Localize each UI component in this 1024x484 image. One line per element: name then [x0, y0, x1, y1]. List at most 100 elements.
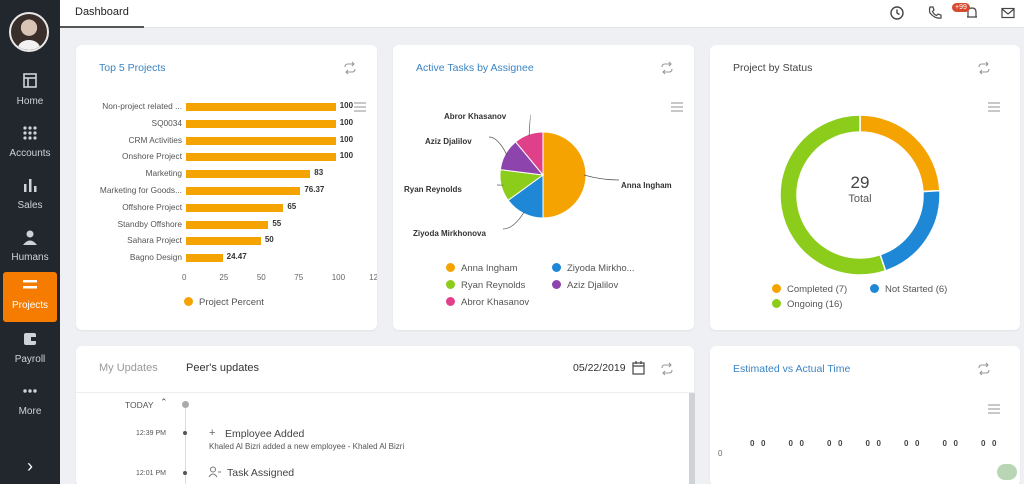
legend-label: Ziyoda Mirkho...	[567, 263, 635, 274]
calendar-icon[interactable]	[632, 361, 645, 375]
pie-slice-label: Anna Ingham	[621, 181, 672, 190]
legend-dot	[446, 297, 455, 306]
legend-item[interactable]: Ongoing (16)	[772, 299, 842, 310]
date-picker[interactable]: 05/22/2019	[573, 362, 626, 374]
bar-category-label: Non-project related ...	[102, 101, 182, 111]
legend-item[interactable]: Abror Khasanov	[446, 297, 529, 308]
timeline-dot	[183, 471, 187, 475]
sidebar-item-label: Accounts	[9, 148, 51, 159]
card-title: Top 5 Projects	[99, 62, 166, 74]
x-tick-label: 75	[294, 273, 304, 282]
bar[interactable]	[186, 136, 336, 145]
phone-icon[interactable]	[927, 5, 943, 21]
update-desc: Khaled Al Bizri added a new employee - K…	[209, 442, 405, 451]
refresh-icon[interactable]	[343, 61, 357, 75]
pie-slice[interactable]	[514, 131, 544, 177]
sidebar-item-label: More	[18, 406, 42, 417]
tab-peers-updates[interactable]: Peer's updates	[186, 362, 260, 374]
sidebar-item-humans[interactable]: Humans	[0, 224, 60, 274]
refresh-icon[interactable]	[977, 362, 991, 376]
bar-value-label: 100	[339, 151, 354, 161]
chat-icon[interactable]	[997, 464, 1017, 480]
refresh-icon[interactable]	[660, 362, 674, 376]
home-icon	[23, 73, 37, 88]
legend-label: Ryan Reynolds	[461, 280, 526, 291]
sidebar-item-label: Projects	[11, 300, 49, 311]
sidebar-item-projects[interactable]: Projects	[3, 272, 57, 322]
chart-menu-icon[interactable]	[354, 102, 366, 112]
bar-value-label: 0	[761, 439, 766, 448]
bar-value-label: 100	[339, 134, 354, 144]
bar[interactable]	[186, 119, 336, 128]
legend-item[interactable]: Not Started (6)	[870, 284, 947, 295]
card-title: Estimated vs Actual Time	[733, 363, 851, 375]
bar[interactable]	[186, 203, 284, 212]
bar[interactable]	[186, 187, 301, 195]
bar[interactable]	[186, 237, 261, 246]
clock-icon[interactable]	[889, 5, 905, 21]
tab-my-updates[interactable]: My Updates	[99, 362, 158, 374]
bar-value-label: 100	[339, 101, 354, 110]
bar-category-label: Marketing	[145, 168, 182, 179]
sidebar-item-more[interactable]: More	[0, 378, 60, 428]
avatar[interactable]	[9, 12, 49, 52]
legend-label: Completed (7)	[787, 284, 848, 295]
card-title: Project by Status	[733, 62, 813, 74]
legend-dot	[446, 263, 455, 272]
legend-dot	[870, 284, 879, 293]
chart-menu-icon[interactable]	[988, 404, 1000, 414]
bar[interactable]	[186, 220, 269, 229]
bar-value-label: 0	[788, 439, 793, 448]
mail-icon[interactable]	[1000, 5, 1016, 21]
scrollbar[interactable]	[689, 393, 695, 484]
person-icon	[23, 230, 37, 245]
chart-menu-icon[interactable]	[988, 102, 1000, 112]
bar-value-label: 0	[876, 439, 881, 448]
expand-sidebar-icon[interactable]: ›	[27, 456, 33, 476]
x-tick-label: 50	[256, 273, 266, 282]
bar-value-label: 100	[339, 117, 354, 127]
today-label: TODAY	[125, 400, 154, 410]
pie-leader-line	[528, 114, 532, 137]
bar-value-label: 50	[264, 235, 274, 245]
legend-label: Abror Khasanov	[461, 297, 530, 308]
donut-total-label: Total	[848, 193, 872, 205]
legend-dot	[772, 299, 781, 308]
collapse-icon[interactable]: ⌃	[160, 397, 168, 407]
grid-icon	[23, 126, 37, 140]
tab-dashboard[interactable]: Dashboard	[60, 0, 144, 28]
sidebar-item-home[interactable]: Home	[0, 68, 60, 118]
sidebar-item-payroll[interactable]: Payroll	[0, 326, 60, 376]
legend-dot	[552, 263, 561, 272]
pie-slice[interactable]	[542, 131, 587, 219]
bar[interactable]	[186, 254, 223, 263]
update-title: Task Assigned	[227, 467, 295, 479]
update-time: 12:01 PM	[136, 470, 166, 477]
legend-dot	[772, 284, 781, 293]
bar-value-label: 0	[904, 439, 909, 448]
more-icon	[23, 389, 37, 393]
donut-segment[interactable]	[779, 114, 887, 276]
bar[interactable]	[186, 153, 336, 162]
legend-item[interactable]: Ryan Reynolds	[446, 280, 525, 291]
bar[interactable]	[186, 103, 336, 111]
legend-item[interactable]: Completed (7)	[772, 284, 847, 295]
sidebar-item-label: Humans	[11, 252, 49, 263]
bar[interactable]	[186, 170, 311, 179]
project-status-card: Project by Status 29 Total Completed (7)…	[710, 45, 1020, 330]
timeline-dot	[182, 401, 189, 408]
bar-value-label: 0	[750, 439, 755, 448]
legend-item[interactable]: Aziz Djalilov	[552, 280, 618, 291]
refresh-icon[interactable]	[660, 61, 674, 75]
legend-label: Anna Ingham	[461, 263, 518, 274]
bar-category-label: Standby Offshore	[117, 218, 182, 229]
sidebar-item-sales[interactable]: Sales	[0, 172, 60, 222]
bar-value-label: 0	[953, 439, 958, 448]
legend-item[interactable]: Ziyoda Mirkho...	[552, 263, 635, 274]
update-title: Employee Added	[225, 428, 305, 440]
bar-value-label: 0	[799, 439, 804, 448]
refresh-icon[interactable]	[977, 61, 991, 75]
chart-menu-icon[interactable]	[671, 102, 683, 112]
legend-item[interactable]: Anna Ingham	[446, 263, 518, 274]
sidebar-item-accounts[interactable]: Accounts	[0, 120, 60, 170]
